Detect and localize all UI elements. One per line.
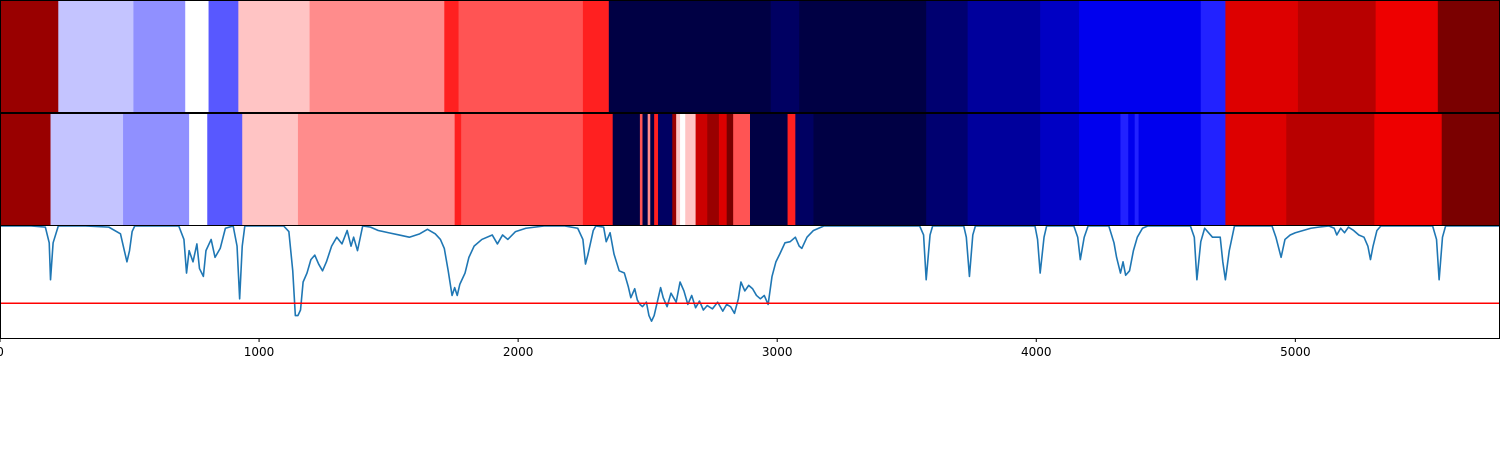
- segment-bar: [926, 114, 969, 225]
- segment-bar: [654, 114, 659, 225]
- segment-bar: [680, 114, 686, 225]
- segment-bar: [1040, 114, 1080, 225]
- x-tick-label: 5000: [1280, 345, 1311, 359]
- segment-bar: [676, 114, 681, 225]
- segment-bar: [639, 114, 644, 225]
- segment-bar: [444, 1, 460, 112]
- segment-bar: [799, 1, 927, 112]
- segment-bar: [1200, 1, 1226, 112]
- segment-bar: [642, 114, 649, 225]
- segment-bar: [967, 114, 1041, 225]
- x-axis: 0 1000 2000 3000 4000 5000: [0, 338, 1311, 359]
- x-tick-label: 0: [0, 345, 4, 359]
- segment-bar: [650, 114, 655, 225]
- panel-frame: [0, 225, 1500, 339]
- segment-bar: [770, 1, 800, 112]
- segment-bar: [1040, 1, 1080, 112]
- segment-bar: [707, 114, 720, 225]
- signal-panel: [0, 225, 1500, 339]
- segment-bar: [1120, 114, 1129, 225]
- x-tick-label: 3000: [762, 345, 793, 359]
- segment-bar: [1200, 114, 1226, 225]
- segment-bar: [608, 1, 772, 112]
- segment-bar: [242, 114, 299, 225]
- segment-bar: [458, 1, 584, 112]
- segment-bar: [123, 114, 190, 225]
- segment-bar: [1128, 114, 1136, 225]
- segment-bar: [0, 114, 52, 225]
- x-tick-label: 2000: [503, 345, 534, 359]
- segment-bar: [207, 114, 243, 225]
- segment-bar: [1441, 114, 1500, 225]
- segment-bar: [967, 1, 1041, 112]
- segment-bar: [1225, 114, 1287, 225]
- segments-middle-panel: [0, 113, 1500, 226]
- segment-bar: [1079, 114, 1122, 225]
- segment-bar: [309, 1, 445, 112]
- x-tick-label: 4000: [1021, 345, 1052, 359]
- segment-bar: [612, 114, 641, 225]
- segment-bar: [926, 1, 969, 112]
- segment-bar: [189, 114, 208, 225]
- segment-bar: [1374, 114, 1443, 225]
- segment-bar: [582, 1, 610, 112]
- segment-bar: [1437, 1, 1500, 112]
- segment-bar: [454, 114, 462, 225]
- segment-bar: [726, 114, 734, 225]
- segment-bar: [1138, 114, 1202, 225]
- segment-bar: [647, 114, 651, 225]
- segment-bar: [0, 1, 59, 112]
- segment-bar: [133, 1, 186, 112]
- segment-bar: [695, 114, 708, 225]
- segment-bar: [1134, 114, 1140, 225]
- segment-bar: [185, 1, 210, 112]
- segment-bar: [1225, 1, 1299, 112]
- segment-bar: [1286, 114, 1375, 225]
- segment-bar: [1375, 1, 1439, 112]
- segment-bar: [582, 114, 614, 225]
- segment-bar: [58, 1, 135, 112]
- segment-bar: [750, 114, 789, 225]
- segment-bar: [1079, 1, 1202, 112]
- segment-bar: [297, 114, 456, 225]
- segment-bar: [461, 114, 584, 225]
- segments-top-panel: [0, 0, 1500, 113]
- segment-bar: [1297, 1, 1377, 112]
- segment-bar: [50, 114, 124, 225]
- segment-bar: [238, 1, 311, 112]
- segment-bar: [795, 114, 815, 225]
- segment-bar: [787, 114, 796, 225]
- segment-bar: [733, 114, 751, 225]
- segment-bar: [658, 114, 673, 225]
- segment-bar: [718, 114, 728, 225]
- x-tick-label: 1000: [244, 345, 275, 359]
- segment-bar: [813, 114, 927, 225]
- segment-bar: [672, 114, 677, 225]
- segment-bar: [208, 1, 239, 112]
- segment-bar: [685, 114, 697, 225]
- signal-line: [0, 226, 1500, 322]
